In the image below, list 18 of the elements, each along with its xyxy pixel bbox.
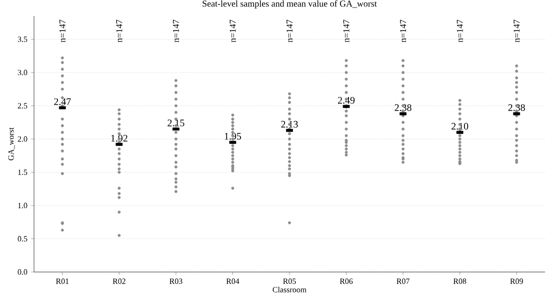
annotation: n=147 [514,20,520,42]
annotation: n=147 [343,20,350,42]
annotation: n=147 [172,20,179,42]
annotation: n=147 [116,20,122,42]
data-label: 1.92 [111,134,128,142]
annotation: n=147 [400,20,406,42]
chart-title: Seat-level samples and mean value of GA_worst [202,0,377,8]
annotation: n=147 [59,20,66,42]
annotation: n=147 [286,20,292,42]
data-label: 2.10 [452,122,468,130]
data-label: 2.38 [394,104,412,112]
data-label: 2.13 [281,120,298,128]
data-label: 2.15 [168,120,184,126]
data-label: 2.47 [54,98,71,106]
annotation: n=147 [456,20,463,42]
annotation: n=147 [230,20,236,42]
data-label: 2.38 [508,104,525,112]
data-label: 2.49 [338,96,355,104]
